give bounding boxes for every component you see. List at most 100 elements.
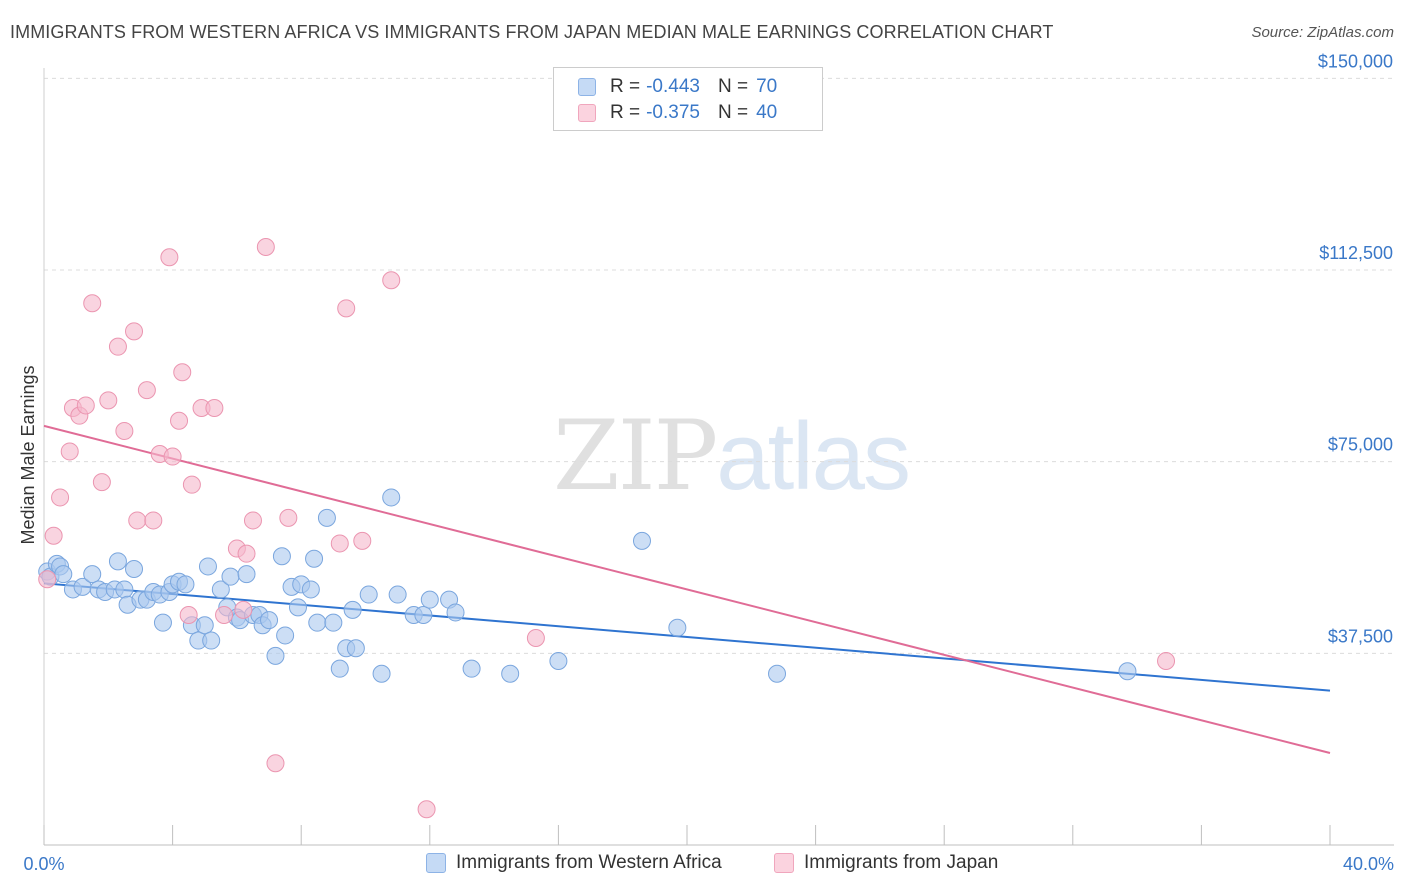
series-name: Immigrants from Western Africa — [456, 852, 722, 873]
japan-point — [38, 570, 57, 589]
western-africa-point — [115, 580, 134, 599]
tick-labels: $37,500 $75,000 $112,500 $150,000 0.0% 40.0% — [23, 51, 1394, 874]
series-name: Immigrants from Japan — [804, 852, 999, 873]
western-africa-point — [221, 567, 240, 586]
western-africa-point — [549, 652, 568, 670]
japan-point — [243, 511, 262, 530]
pink-swatch — [774, 853, 794, 873]
japan-point — [44, 526, 63, 545]
japan-point — [128, 511, 147, 530]
western-africa-point — [202, 631, 221, 650]
western-africa-point — [54, 565, 73, 584]
pink-swatch — [578, 104, 596, 122]
y-tick-label: $112,500 — [1319, 243, 1393, 263]
japan-trend-line — [43, 424, 1331, 754]
blue-swatch — [578, 78, 596, 96]
trend-lines — [43, 424, 1331, 754]
japan-point — [337, 299, 356, 318]
series-legend-japan: Immigrants from Japan — [774, 852, 998, 874]
japan-point — [170, 411, 189, 430]
r-label: R = — [610, 102, 641, 123]
western-africa-point — [288, 598, 307, 617]
japan-point — [279, 508, 298, 527]
series-legend-western-africa: Immigrants from Western Africa — [426, 852, 722, 874]
western-africa-point — [462, 659, 481, 678]
western-africa-point — [632, 531, 651, 550]
western-africa-point — [195, 616, 214, 635]
chart-title: IMMIGRANTS FROM WESTERN AFRICA VS IMMIGR… — [10, 22, 1054, 42]
japan-point — [353, 531, 372, 550]
western-africa-point — [153, 613, 172, 632]
x-tick-label: 40.0% — [1343, 854, 1394, 874]
data-points — [38, 238, 1176, 819]
n-value: 70 — [756, 76, 778, 97]
western-africa-point — [301, 580, 320, 599]
western-africa-point — [382, 488, 401, 507]
y-axis-title: Median Male Earnings — [18, 365, 38, 544]
japan-point — [526, 629, 545, 647]
japan-point — [83, 294, 102, 313]
japan-point — [266, 754, 285, 773]
japan-point — [160, 248, 179, 267]
watermark-zip: ZIP — [553, 400, 718, 512]
western-africa-point — [501, 664, 520, 683]
japan-point — [182, 475, 201, 494]
western-africa-point — [420, 590, 439, 609]
japan-point — [179, 606, 198, 624]
axes — [43, 68, 1394, 846]
n-value: 40 — [756, 102, 778, 123]
japan-point — [215, 606, 234, 624]
western-africa-point — [276, 626, 295, 645]
western-africa-point — [176, 575, 195, 594]
n-label: N = — [717, 76, 749, 97]
japan-point — [173, 363, 192, 382]
japan-point — [237, 544, 256, 563]
japan-point — [60, 442, 79, 461]
legend-row-japan: R = -0.375 N = 40 — [578, 101, 777, 125]
western-africa-point — [108, 552, 127, 571]
japan-point — [256, 238, 275, 256]
y-tick-label: $150,000 — [1318, 51, 1393, 71]
japan-point — [163, 447, 182, 466]
y-tick-label: $75,000 — [1328, 435, 1393, 455]
western-africa-point — [272, 547, 291, 566]
western-africa-point — [346, 639, 365, 658]
correlation-legend: R = -0.443 N = 70 R = -0.375 N = 40 — [553, 67, 823, 131]
western-africa-point — [266, 646, 285, 665]
western-africa-point — [305, 549, 324, 568]
y-tick-label: $37,500 — [1328, 626, 1393, 646]
western-africa-point — [324, 613, 343, 632]
japan-point — [99, 391, 118, 410]
western-africa-point — [768, 664, 787, 683]
western-africa-point — [446, 603, 465, 622]
japan-point — [205, 399, 224, 417]
western-africa-point — [343, 600, 362, 619]
western-africa-point — [414, 606, 433, 624]
r-value: -0.443 — [646, 76, 700, 97]
r-label: R = — [610, 76, 641, 97]
western-africa-trend-line — [43, 582, 1331, 692]
western-africa-point — [372, 664, 391, 683]
western-africa-point — [125, 560, 144, 578]
n-label: N = — [717, 102, 749, 123]
japan-point — [144, 511, 163, 530]
western-africa-point — [308, 613, 327, 632]
japan-point — [417, 800, 436, 819]
watermark-atlas: atlas — [716, 403, 911, 510]
western-africa-point — [260, 611, 279, 630]
western-africa-point — [668, 618, 687, 637]
western-africa-point — [317, 508, 336, 527]
japan-point — [382, 271, 401, 290]
x-tick-label: 0.0% — [23, 854, 64, 874]
japan-point — [92, 473, 111, 492]
japan-point — [1157, 652, 1176, 670]
japan-point — [330, 534, 349, 553]
western-africa-point — [198, 557, 217, 576]
western-africa-point — [359, 585, 378, 604]
western-africa-point — [1118, 662, 1137, 681]
japan-point — [76, 396, 95, 415]
western-africa-point — [237, 565, 256, 584]
western-africa-point — [211, 580, 230, 599]
japan-point — [51, 488, 70, 507]
